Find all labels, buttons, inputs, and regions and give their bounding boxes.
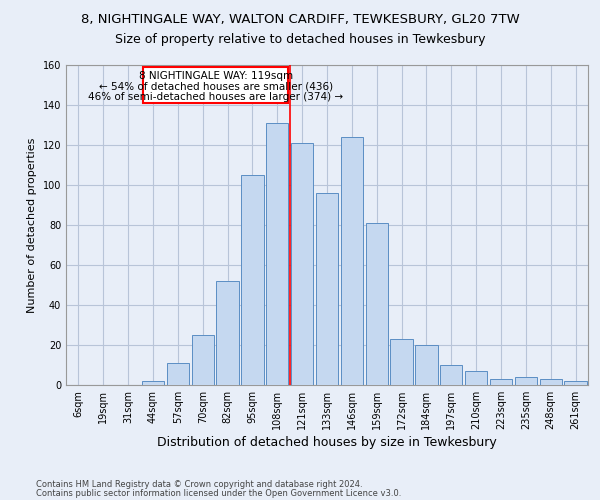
Bar	[365, 223, 388, 385]
Bar	[515, 377, 537, 385]
Bar	[391, 339, 413, 385]
Bar	[539, 379, 562, 385]
Bar	[217, 281, 239, 385]
Text: 8 NIGHTINGALE WAY: 119sqm: 8 NIGHTINGALE WAY: 119sqm	[139, 70, 293, 81]
Bar	[465, 371, 487, 385]
Text: 46% of semi-detached houses are larger (374) →: 46% of semi-detached houses are larger (…	[88, 92, 343, 102]
FancyBboxPatch shape	[143, 67, 289, 103]
Text: Contains public sector information licensed under the Open Government Licence v3: Contains public sector information licen…	[36, 489, 401, 498]
Text: 8, NIGHTINGALE WAY, WALTON CARDIFF, TEWKESBURY, GL20 7TW: 8, NIGHTINGALE WAY, WALTON CARDIFF, TEWK…	[80, 12, 520, 26]
X-axis label: Distribution of detached houses by size in Tewkesbury: Distribution of detached houses by size …	[157, 436, 497, 449]
Bar	[565, 381, 587, 385]
Bar	[316, 193, 338, 385]
Text: Size of property relative to detached houses in Tewkesbury: Size of property relative to detached ho…	[115, 32, 485, 46]
Bar	[266, 123, 289, 385]
Text: Contains HM Land Registry data © Crown copyright and database right 2024.: Contains HM Land Registry data © Crown c…	[36, 480, 362, 489]
Bar	[241, 175, 263, 385]
Text: ← 54% of detached houses are smaller (436): ← 54% of detached houses are smaller (43…	[99, 82, 333, 92]
Bar	[167, 363, 189, 385]
Bar	[191, 335, 214, 385]
Bar	[341, 137, 363, 385]
Bar	[490, 379, 512, 385]
Bar	[440, 365, 463, 385]
Y-axis label: Number of detached properties: Number of detached properties	[27, 138, 37, 312]
Bar	[291, 143, 313, 385]
Bar	[142, 381, 164, 385]
Bar	[415, 345, 437, 385]
